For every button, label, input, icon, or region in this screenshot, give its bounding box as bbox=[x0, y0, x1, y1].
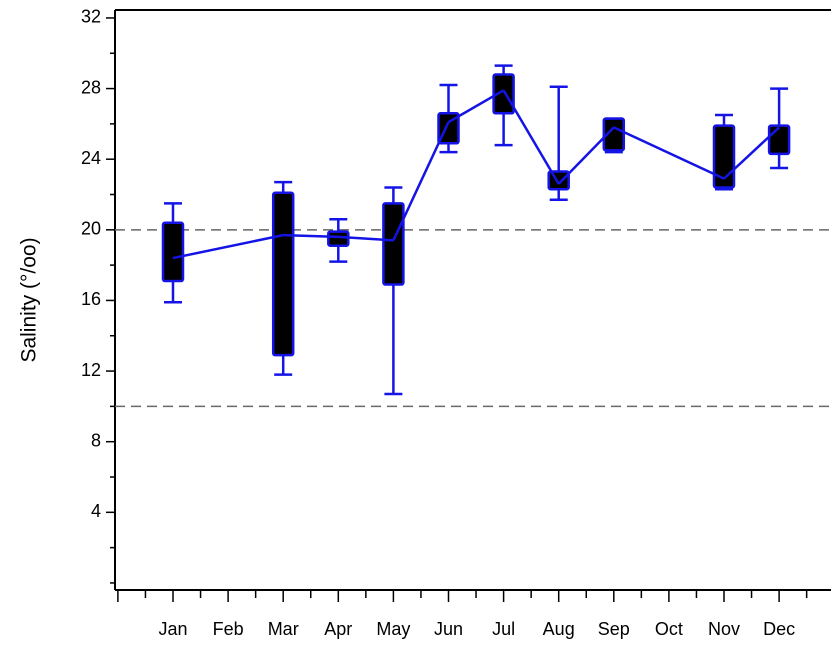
x-tick-label: Aug bbox=[543, 619, 575, 639]
box bbox=[602, 117, 626, 152]
box bbox=[492, 73, 515, 115]
line-segment bbox=[613, 126, 725, 180]
x-tick-label: Sep bbox=[598, 619, 630, 639]
line-segment bbox=[283, 233, 339, 239]
x-tick-label: Nov bbox=[708, 619, 740, 639]
box bbox=[767, 124, 791, 156]
x-tick-label: Dec bbox=[763, 619, 795, 639]
box bbox=[161, 221, 185, 283]
x-tick-label: Mar bbox=[268, 619, 299, 639]
line-segment bbox=[447, 89, 505, 124]
y-tick-label: 20 bbox=[81, 219, 101, 239]
line-segment bbox=[392, 121, 450, 241]
y-tick-label: 12 bbox=[81, 360, 101, 380]
y-tick-label: 24 bbox=[81, 148, 101, 168]
x-tick-label: Oct bbox=[655, 619, 683, 639]
y-tick-label: 16 bbox=[81, 289, 101, 309]
x-tick-label: Apr bbox=[324, 619, 352, 639]
line-segment bbox=[338, 235, 394, 242]
line-segment bbox=[172, 233, 284, 260]
box bbox=[271, 191, 295, 357]
y-axis-label: Salinity (°/oo) bbox=[18, 237, 41, 362]
y-tick-label: 4 bbox=[91, 501, 101, 521]
y-tick-label: 8 bbox=[91, 430, 101, 450]
line-segment bbox=[502, 89, 560, 185]
x-tick-label: Jun bbox=[434, 619, 463, 639]
x-tick-label: May bbox=[376, 619, 410, 639]
y-tick-label: 28 bbox=[81, 77, 101, 97]
x-tick-label: Feb bbox=[213, 619, 244, 639]
y-tick-label: 32 bbox=[81, 7, 101, 27]
line-segment bbox=[723, 126, 780, 180]
x-tick-label: Jul bbox=[492, 619, 515, 639]
box bbox=[382, 202, 405, 286]
x-tick-label: Jan bbox=[158, 619, 187, 639]
box bbox=[712, 124, 736, 189]
line-segment bbox=[557, 126, 615, 185]
box bbox=[327, 230, 350, 247]
